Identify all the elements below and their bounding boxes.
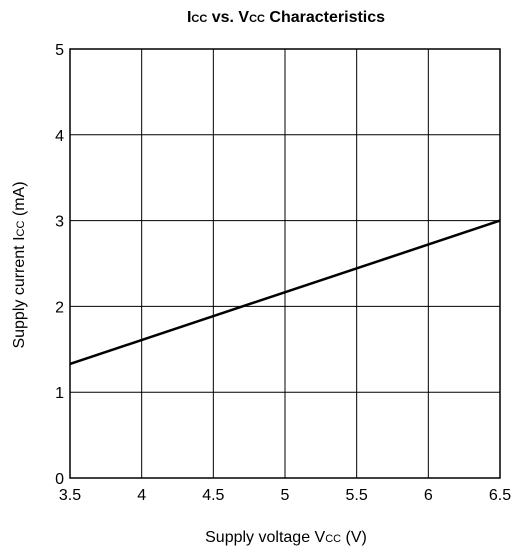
y-tick-label: 4	[55, 128, 64, 145]
series-line-0	[69, 219, 501, 366]
y-tick-labels: 0 1 2 3 4 5	[55, 42, 64, 488]
grid	[69, 48, 501, 479]
x-tick-label: 3.5	[59, 487, 81, 504]
x-tick-label: 4	[137, 487, 146, 504]
x-tick-label: 6.5	[489, 487, 511, 504]
x-tick-labels: 3.5 4 4.5 5 5.5 6 6.5	[59, 487, 511, 504]
x-tick-label: 5.5	[346, 487, 368, 504]
y-tick-label: 0	[55, 471, 64, 488]
y-tick-label: 3	[55, 214, 64, 231]
series-group	[69, 219, 501, 366]
x-tick-label: 5	[281, 487, 290, 504]
y-tick-label: 1	[55, 385, 64, 402]
plot-frame	[69, 48, 501, 479]
x-tick-label: 6	[424, 487, 433, 504]
chart-title: ICC vs. VCC Characteristics	[187, 9, 385, 26]
x-axis-label: Supply voltage VCC (V)	[205, 529, 367, 546]
y-tick-label: 2	[55, 299, 64, 316]
y-tick-label: 5	[55, 42, 64, 59]
x-tick-label: 4.5	[202, 487, 224, 504]
y-axis-label: Supply current ICC (mA)	[11, 181, 28, 348]
